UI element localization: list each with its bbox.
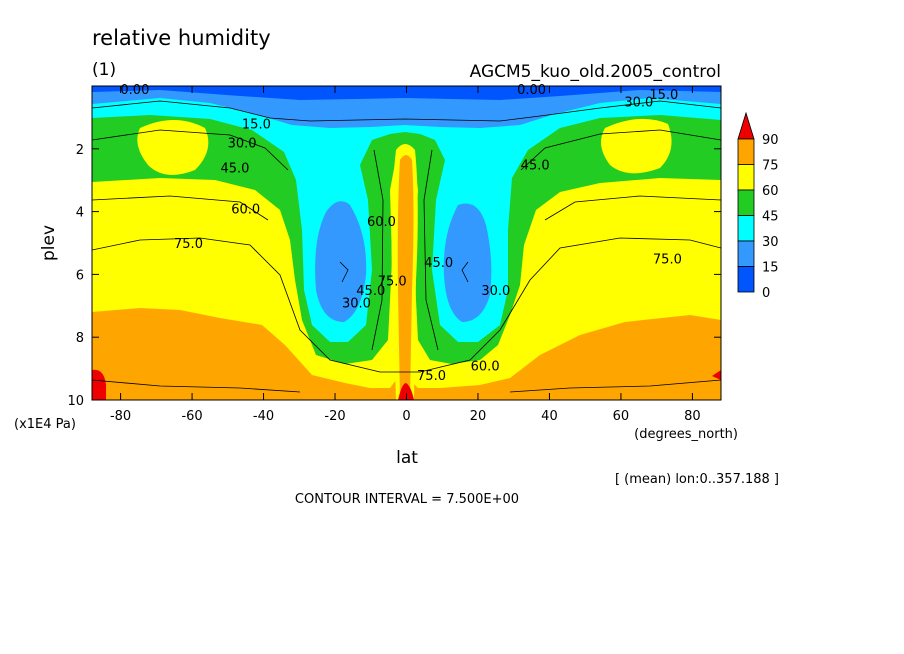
y-axis-label: plev — [39, 225, 59, 261]
colorbar-swatch — [737, 189, 755, 216]
fill-90-south-pole — [92, 369, 106, 400]
x-tick-label: -40 — [253, 409, 274, 424]
x-tick-label: -60 — [181, 409, 202, 424]
contour-labels: 0.00 0.00 15.030.015.030.045.0 45.060.075.0… — [120, 83, 681, 384]
colorbar-label: 15 — [762, 261, 779, 276]
contour-label: 45.0 — [356, 284, 385, 299]
colorbar-label: 45 — [762, 210, 779, 225]
y-axis: 2 4 6 8 10 — [67, 143, 721, 409]
contour-label: 30.0 — [481, 284, 510, 299]
x-tick-label: -20 — [324, 409, 345, 424]
contour-label: 30.0 — [342, 297, 371, 312]
colorbar: 90 75 60 45 30 15 0 — [737, 111, 779, 301]
contour-label: 75.0 — [417, 369, 446, 384]
x-axis-label: lat — [396, 448, 418, 468]
x-tick-label: 40 — [541, 409, 558, 424]
x-tick-label: 60 — [613, 409, 630, 424]
x-tick-label: 80 — [684, 409, 701, 424]
fill-30 — [92, 86, 721, 342]
x-axis: -80 -60 -40 -20 0 20 40 60 80 — [110, 86, 701, 424]
contour-label: 75.0 — [378, 275, 407, 290]
contour-lines — [92, 100, 721, 393]
contour-label: 75.0 — [174, 237, 203, 252]
contour-label: 0.00 — [517, 83, 546, 98]
y-axis-unit: (x1E4 Pa) — [14, 417, 76, 432]
colorbar-swatch — [737, 266, 755, 293]
colorbar-label: 75 — [762, 159, 779, 174]
contour-label: 45.0 — [220, 162, 249, 177]
contour-label: 15.0 — [242, 118, 271, 133]
y-tick-label: 10 — [67, 394, 84, 409]
fill-60-north-pocket — [601, 118, 672, 174]
x-tick-label: 20 — [470, 409, 487, 424]
x-axis-unit: (degrees_north) — [634, 427, 738, 442]
fill-90-equator — [398, 383, 414, 400]
y-tick-label: 6 — [76, 268, 84, 283]
contour-interval-note: CONTOUR INTERVAL = 7.500E+00 — [295, 492, 519, 507]
y-tick-label: 4 — [76, 206, 84, 221]
contour-label: 75.0 — [653, 253, 682, 268]
contour-field — [92, 86, 721, 400]
y-tick-label: 8 — [76, 331, 84, 346]
fill-45 — [92, 86, 721, 364]
x-tick-label: -80 — [110, 409, 131, 424]
contour-label: 0.00 — [120, 83, 149, 98]
contour-label: 60.0 — [471, 359, 500, 374]
contour-label: 15.0 — [649, 88, 678, 103]
x-tick-label: 0 — [402, 409, 410, 424]
colorbar-label: 0 — [762, 286, 770, 301]
mean-note: [ (mean) lon:0..357.188 ] — [615, 472, 779, 487]
colorbar-label: 30 — [762, 235, 779, 250]
colorbar-label: 60 — [762, 184, 779, 199]
panel-label: (1) — [92, 60, 116, 80]
colorbar-label: 90 — [762, 133, 779, 148]
contour-label: 60.0 — [231, 202, 260, 217]
contour-label: 30.0 — [228, 137, 257, 152]
experiment-label: AGCM5_kuo_old.2005_control — [470, 62, 721, 82]
contour-label: 45.0 — [521, 159, 550, 174]
fill-60-south-pocket — [137, 120, 209, 175]
fill-90-north-pole — [712, 370, 721, 380]
colorbar-swatch — [737, 164, 755, 191]
contour-label: 60.0 — [367, 215, 396, 230]
y-tick-label: 2 — [76, 143, 84, 158]
contour-label: 45.0 — [424, 256, 453, 271]
chart-title: relative humidity — [92, 26, 271, 50]
colorbar-swatch — [737, 215, 755, 242]
colorbar-swatch — [737, 138, 755, 165]
colorbar-swatch-top — [737, 111, 755, 140]
fill-75-equator — [397, 155, 414, 400]
colorbar-swatch — [737, 240, 755, 267]
fill-15-south-core — [315, 201, 367, 322]
contour-label: 30.0 — [624, 96, 653, 111]
